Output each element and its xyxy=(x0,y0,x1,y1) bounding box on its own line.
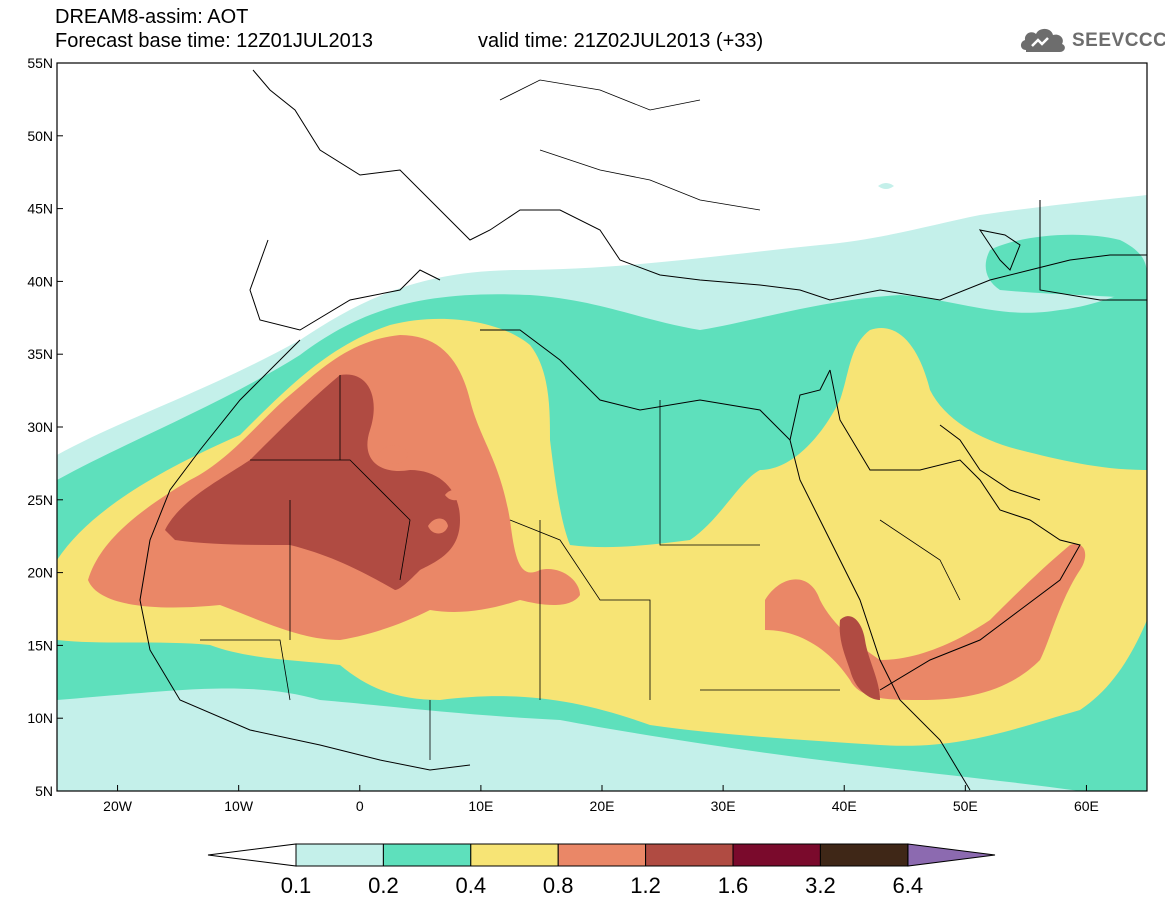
aot-contour-1.2-east xyxy=(839,616,880,700)
aot-contour-0.2-caspian xyxy=(985,234,1147,300)
colorbar-swatch xyxy=(819,843,909,867)
map-title: DREAM8-assim: AOT xyxy=(55,6,249,28)
lat-tick-label: 15N xyxy=(27,637,53,653)
colorbar-label: 1.2 xyxy=(630,873,661,898)
lat-tick-label: 35N xyxy=(27,346,53,362)
lon-tick-label: 40E xyxy=(832,798,857,814)
lat-tick-label: 30N xyxy=(27,419,53,435)
lon-tick-label: 10E xyxy=(468,798,493,814)
colorbar-swatch xyxy=(470,843,559,867)
lon-tick-label: 50E xyxy=(953,798,978,814)
valid-time: valid time: 21Z02JUL2013 (+33) xyxy=(478,30,764,52)
colorbar-swatch xyxy=(732,843,821,867)
colorbar-swatch xyxy=(382,843,472,867)
lat-tick-label: 55N xyxy=(27,55,53,71)
lat-tick-label: 45N xyxy=(27,201,53,217)
lat-tick-label: 20N xyxy=(27,565,53,581)
lat-tick-label: 40N xyxy=(27,273,53,289)
longitude-axis: 20W 10W 0 10E 20E 30E 40E 50E 60E xyxy=(103,785,1099,814)
lon-tick-label: 20W xyxy=(103,798,133,814)
colorbar: 0.1 0.2 0.4 0.8 1.2 1.6 3.2 6.4 xyxy=(207,843,996,898)
cloud-logo-icon xyxy=(1020,28,1065,52)
seevccc-logo: SEEVCCC xyxy=(1018,22,1165,58)
colorbar-label: 0.4 xyxy=(456,873,487,898)
colorbar-swatch xyxy=(557,843,647,867)
colorbar-label: 0.8 xyxy=(543,873,574,898)
lon-tick-label: 0 xyxy=(356,798,364,814)
aot-contour-1.2 xyxy=(165,374,460,590)
lat-tick-label: 50N xyxy=(27,128,53,144)
coastlines xyxy=(139,69,1147,791)
aot-contour-0.1-blob xyxy=(878,183,894,189)
aot-field xyxy=(57,63,1147,791)
colorbar-underflow-arrow xyxy=(207,843,297,867)
aot-contour-0.8-pocket-b xyxy=(428,518,448,534)
lat-tick-label: 10N xyxy=(27,710,53,726)
lon-tick-label: 10W xyxy=(224,798,254,814)
latitude-axis: 55N 50N 45N 40N 35N 30N 25N 20N 15N 10N 5N xyxy=(27,55,63,799)
aot-contour-0.8-pocket-a xyxy=(378,445,408,465)
colorbar-label: 0.2 xyxy=(368,873,399,898)
aot-contour-0.8-pocket-c xyxy=(445,489,462,501)
colorbar-label: 1.6 xyxy=(718,873,749,898)
colorbar-label: 3.2 xyxy=(805,873,836,898)
colorbar-overflow-arrow xyxy=(907,843,996,867)
colorbar-swatch xyxy=(645,843,734,867)
colorbar-swatch xyxy=(295,843,384,867)
country-borders xyxy=(200,79,961,760)
lat-tick-label: 5N xyxy=(35,783,53,799)
lon-tick-label: 20E xyxy=(590,798,615,814)
lon-tick-label: 60E xyxy=(1074,798,1099,814)
logo-text: SEEVCCC xyxy=(1072,30,1165,51)
lat-tick-label: 25N xyxy=(27,492,53,508)
colorbar-label: 6.4 xyxy=(893,873,924,898)
aot-contour-0.8-arabia xyxy=(765,544,1086,700)
lon-tick-label: 30E xyxy=(711,798,736,814)
colorbar-label: 0.1 xyxy=(281,873,312,898)
forecast-base-time: Forecast base time: 12Z01JUL2013 xyxy=(55,30,373,52)
